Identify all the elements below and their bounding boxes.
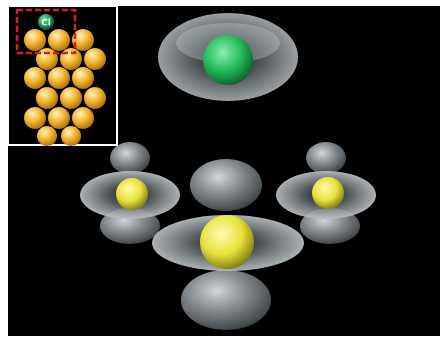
structure-inset: Cl	[7, 5, 118, 146]
adsorption-site-highlight-box	[15, 8, 77, 55]
substrate-atom	[48, 67, 70, 89]
center-upper-lobe	[190, 159, 262, 211]
substrate-atom	[72, 29, 94, 51]
substrate-atom	[60, 87, 82, 109]
chlorine-atom	[38, 14, 54, 30]
substrate-atom	[84, 48, 106, 70]
substrate-atom	[72, 67, 94, 89]
substrate-atom	[24, 107, 46, 129]
substrate-atom	[36, 87, 58, 109]
substrate-atom	[84, 87, 106, 109]
chlorine-label: Cl	[41, 19, 51, 29]
chlorine-orbital	[158, 13, 298, 101]
left-upper-lobe	[110, 142, 150, 174]
left-substrate-core	[116, 178, 148, 210]
substrate-atom	[48, 29, 70, 51]
center-lower-lobe	[181, 270, 271, 330]
substrate-atom	[36, 48, 58, 70]
substrate-orbital-right	[276, 142, 376, 244]
substrate-orbital-center	[152, 159, 304, 330]
substrate-atom	[24, 67, 46, 89]
center-substrate-core	[200, 215, 254, 269]
substrate-orbital-left	[80, 142, 180, 244]
chlorine-core	[203, 35, 253, 85]
right-upper-lobe	[306, 142, 346, 174]
substrate-atom	[60, 48, 82, 70]
substrate-atom	[72, 107, 94, 129]
substrate-atom	[24, 29, 46, 51]
substrate-atom	[61, 126, 81, 146]
substrate-atom	[37, 126, 57, 146]
substrate-atom	[48, 107, 70, 129]
right-substrate-core	[312, 177, 344, 209]
